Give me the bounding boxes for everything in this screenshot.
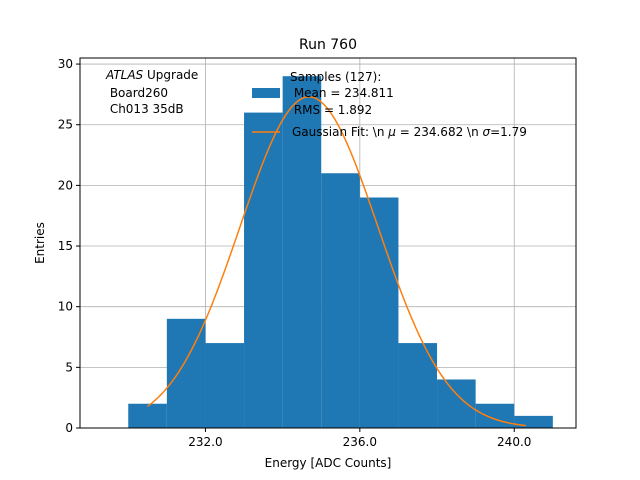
x-tick-label-0: 232.0 [188, 435, 222, 449]
histogram-bars [128, 76, 553, 429]
y-axis-ticks: 0 5 10 15 20 25 30 [58, 57, 80, 435]
legend-fit-sigma: σ [483, 125, 491, 139]
y-tick-label-1: 5 [65, 360, 73, 374]
annotation-atlas: ATLAS [105, 68, 144, 82]
chart-title: Run 760 [299, 37, 357, 53]
histogram-bar-7 [398, 343, 438, 428]
legend-header: Samples (127): [290, 70, 381, 84]
histogram-bar-8 [437, 379, 476, 428]
histogram-bar-10 [514, 415, 553, 428]
y-tick-label-0: 0 [65, 421, 73, 435]
y-tick-label-5: 25 [58, 118, 73, 132]
legend-mean: Mean = 234.811 [290, 86, 394, 100]
atlas-annotation: ATLAS Upgrade Board260 Ch013 35dB [105, 68, 198, 116]
y-tick-label-4: 20 [58, 178, 73, 192]
legend-fit-suffix: =1.79 [490, 125, 527, 139]
annotation-line-1: ATLAS Upgrade [105, 68, 198, 82]
legend-rms: RMS = 1.892 [290, 103, 372, 117]
legend-fit-mu: μ [387, 125, 396, 139]
y-tick-label-6: 30 [58, 57, 73, 71]
histogram-bar-4 [282, 76, 322, 429]
histogram-bar-5 [321, 173, 360, 428]
gaussian-fit-curve [147, 96, 526, 427]
histogram-bar-0 [128, 403, 167, 428]
y-axis-label: Entries [33, 222, 47, 264]
y-tick-label-2: 10 [58, 300, 73, 314]
x-tick-label-2: 240.0 [497, 435, 531, 449]
histogram-bar-6 [359, 197, 399, 428]
x-tick-label-1: 236.0 [343, 435, 377, 449]
x-axis-label: Energy [ADC Counts] [265, 456, 392, 470]
plot-frame [79, 57, 577, 429]
annotation-upgrade: Upgrade [143, 68, 198, 82]
histogram-bar-2 [205, 343, 245, 428]
histogram-bar-3 [244, 112, 283, 429]
annotation-line-3: Ch013 35dB [106, 102, 184, 116]
legend: Samples (127): Mean = 234.811 RMS = 1.89… [252, 70, 527, 139]
legend-fit-prefix: Gaussian Fit: \n [292, 125, 388, 139]
histogram-bar-1 [166, 318, 206, 428]
legend-fit-mid: = 234.682 \n [396, 125, 483, 139]
annotation-line-2: Board260 [106, 86, 168, 100]
histogram-bar-9 [475, 403, 515, 428]
y-tick-label-3: 15 [58, 239, 73, 253]
x-axis-ticks: 232.0 236.0 240.0 [188, 428, 531, 449]
legend-fit: Gaussian Fit: \n μ = 234.682 \n σ=1.79 [292, 125, 527, 139]
legend-patch-samples [252, 88, 280, 98]
